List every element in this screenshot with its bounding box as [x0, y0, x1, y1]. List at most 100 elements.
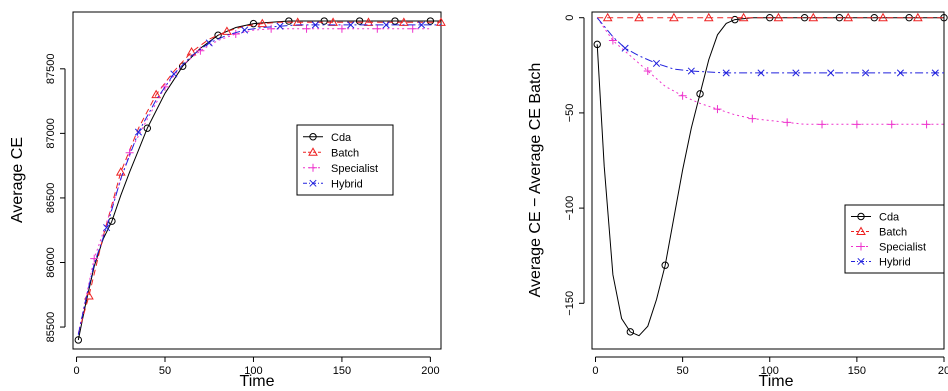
plot-area-right — [593, 12, 948, 337]
hybrid-point — [134, 128, 143, 136]
x-tick-label: 150 — [848, 365, 866, 377]
cda-point — [214, 31, 222, 39]
hybrid-point — [276, 22, 284, 30]
batch-point — [703, 12, 714, 22]
hybrid-point — [687, 67, 695, 75]
batch-point — [84, 291, 94, 300]
cda-point — [320, 17, 328, 25]
specialist-point — [267, 24, 276, 33]
hybrid-point — [652, 59, 661, 67]
legend-item-cda: Cda — [851, 212, 900, 224]
hybrid-point — [241, 26, 249, 34]
hybrid-point — [896, 69, 904, 77]
hybrid-point — [931, 69, 939, 77]
hybrid-point — [347, 21, 355, 29]
series-specialist — [77, 24, 431, 334]
legend-label: Hybrid — [879, 257, 911, 269]
series-line — [77, 20, 441, 341]
legend-marker — [857, 212, 865, 221]
specialist-point — [373, 24, 382, 33]
x-tick-label: 100 — [244, 365, 262, 377]
series-cda — [74, 17, 441, 344]
series-line — [596, 17, 944, 125]
specialist-point — [678, 91, 687, 100]
y-axis-title-left: Average CE — [9, 137, 26, 223]
hybrid-point — [382, 21, 390, 29]
batch-point — [363, 17, 374, 26]
cda-point — [249, 19, 258, 28]
hybrid-point — [792, 69, 800, 77]
cda-point — [143, 124, 152, 132]
legend-marker — [857, 242, 865, 251]
series-batch — [597, 12, 944, 22]
series-specialist — [596, 17, 944, 129]
legend-marker — [856, 226, 866, 235]
legend-marker — [857, 257, 865, 266]
specialist-point — [887, 120, 896, 129]
legend-item-hybrid: Hybrid — [303, 178, 363, 190]
hybrid-point — [417, 21, 426, 29]
batch-point — [773, 12, 784, 22]
legend-item-cda: Cda — [303, 132, 352, 144]
x-tick-label: 20 — [938, 365, 948, 377]
specialist-point — [783, 118, 792, 127]
cda-point — [355, 17, 364, 25]
y-tick-label: 86500 — [45, 183, 57, 214]
legend-label: Hybrid — [331, 178, 363, 190]
cda-point — [74, 336, 83, 344]
x-axis-title-left: Time — [240, 373, 275, 390]
x-tick-label: 150 — [333, 365, 351, 377]
batch-point — [257, 18, 268, 28]
legend-item-batch: Batch — [303, 147, 359, 159]
legend-marker — [309, 179, 317, 187]
specialist-point — [922, 120, 931, 129]
legend-right: Cda Batch Specialist Hybrid — [844, 204, 945, 274]
y-tick-label: 85500 — [45, 312, 57, 343]
cda-point — [593, 40, 601, 49]
specialist-point — [302, 24, 311, 33]
cda-point — [626, 328, 635, 336]
specialist-point — [818, 120, 827, 129]
specialist-point — [852, 120, 861, 129]
y-axis-right: 0 −50 −100 −150 — [564, 15, 585, 316]
batch-point — [669, 12, 679, 22]
hybrid-point — [103, 224, 111, 232]
legend-item-batch: Batch — [851, 226, 907, 239]
plot-frame-right — [591, 11, 945, 350]
hybrid-point — [862, 69, 870, 77]
specialist-point — [231, 29, 240, 38]
legend-label: Batch — [879, 227, 907, 239]
series-line — [596, 17, 944, 74]
legend-label: Cda — [879, 212, 900, 224]
x-tick-label: 50 — [676, 365, 688, 377]
hybrid-point — [170, 70, 178, 78]
specialist-point — [196, 46, 205, 55]
plot-frame-left — [72, 11, 442, 350]
legend-label: Batch — [331, 147, 359, 159]
legend-label: Specialist — [879, 242, 926, 254]
y-axis-title-right: Average CE − Average CE Batch — [527, 63, 544, 298]
hybrid-point — [757, 69, 765, 77]
hybrid-point — [205, 39, 213, 47]
specialist-point — [90, 254, 99, 263]
specialist-point — [125, 148, 134, 157]
x-tick-label: 0 — [73, 365, 79, 377]
y-tick-label: −100 — [564, 196, 576, 221]
batch-point — [878, 12, 888, 22]
legend-label: Specialist — [331, 163, 378, 175]
specialist-point — [161, 82, 169, 91]
cda-point — [178, 62, 187, 70]
cda-point — [731, 15, 739, 24]
hybrid-point — [722, 69, 730, 77]
y-tick-label: 86000 — [45, 247, 57, 278]
batch-point — [602, 12, 613, 22]
series-hybrid — [77, 21, 441, 335]
hybrid-point — [827, 69, 835, 77]
hybrid-point — [311, 21, 319, 29]
x-tick-label: 0 — [592, 365, 598, 377]
specialist-point — [643, 67, 652, 76]
legend-label: Cda — [331, 132, 352, 144]
batch-point — [912, 12, 923, 22]
batch-point — [222, 26, 232, 35]
cda-point — [661, 261, 669, 269]
